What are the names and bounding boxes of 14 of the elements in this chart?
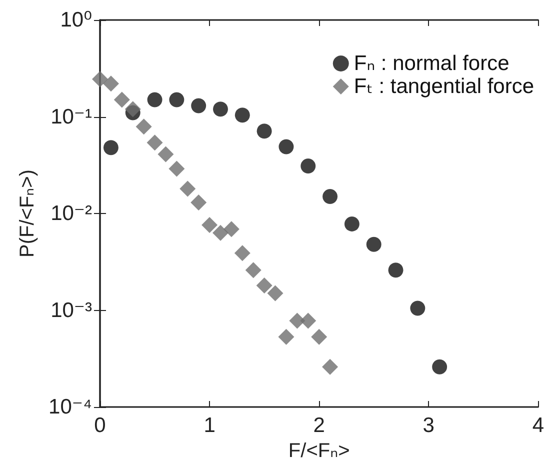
legend-label: Fₜ : tangential force [354,75,534,98]
legend-label: Fₙ : normal force [354,52,510,75]
y-tick-label: 10⁻² [50,202,92,225]
y-tick-label: 10⁻³ [50,298,92,322]
x-axis-title: F/<Fₙ> [288,440,350,462]
y-tick-label: 10⁻⁴ [48,396,92,418]
x-tick-label: 3 [422,414,434,437]
y-tick-label: 10⁰ [60,8,92,32]
x-tick-label: 1 [204,414,216,437]
x-tick-label: 0 [94,414,106,437]
x-tick-label: 4 [532,414,544,437]
y-axis-title: P(F/<Fₙ>) [16,170,39,258]
x-tick-label: 2 [313,414,325,437]
y-tick-label: 10⁻¹ [50,105,92,128]
